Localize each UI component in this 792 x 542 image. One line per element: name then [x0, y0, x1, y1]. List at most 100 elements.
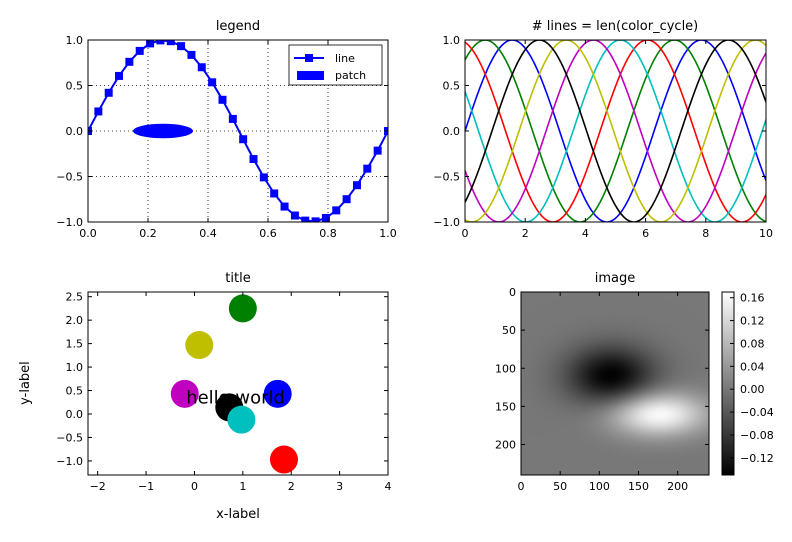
y-tick-label: 1.0 — [66, 361, 84, 374]
x-tick-label: 3 — [336, 480, 343, 493]
subplot-scatter-title: title — [225, 271, 250, 286]
series-marker — [363, 164, 372, 173]
y-tick-label: −1.0 — [56, 455, 83, 468]
series-marker — [197, 63, 206, 72]
y-tick-label: 0.5 — [66, 80, 84, 93]
scatter-point — [185, 331, 214, 360]
subplot-legend-title: legend — [216, 19, 260, 34]
y-tick-label: 200 — [495, 439, 516, 452]
y-tick-label: 0.0 — [66, 125, 84, 138]
x-tick-label: 0.6 — [259, 227, 277, 240]
x-tick-label: 4 — [582, 227, 589, 240]
plot-area — [465, 40, 766, 222]
x-tick-label: 1.0 — [379, 227, 397, 240]
series-marker — [301, 216, 310, 222]
colorbar-tick-label: 0.12 — [740, 315, 765, 328]
axis-ticks: 0 50 100 150 200 0 50 100 150 200 — [495, 286, 709, 493]
axes-frame — [87, 291, 389, 476]
x-tick-label: 0 — [191, 480, 198, 493]
y-tick-label: 100 — [495, 362, 516, 375]
scatter-point — [269, 445, 298, 474]
y-tick-label: −1.0 — [433, 216, 460, 229]
y-tick-label: 0.5 — [443, 80, 461, 93]
series-marker — [321, 213, 330, 222]
y-tick-label: 0.0 — [443, 125, 461, 138]
x-tick-label: 10 — [759, 227, 773, 240]
colorbar-tick-label: −0.08 — [740, 429, 774, 442]
x-tick-label: 2 — [288, 480, 295, 493]
patch-ellipse — [133, 123, 193, 139]
sine-line — [465, 40, 766, 222]
series-marker — [156, 40, 165, 45]
subplot-color-cycle-title: # lines = len(color_cycle) — [532, 19, 699, 34]
x-tick-label: 150 — [628, 480, 649, 493]
x-tick-label: −2 — [90, 480, 106, 493]
x-tick-label: 0.2 — [139, 227, 157, 240]
series-marker — [218, 95, 227, 104]
heatmap-image — [521, 292, 709, 475]
scatter-point — [228, 294, 257, 323]
annotation-text: hello world — [186, 388, 285, 409]
series-marker — [228, 114, 237, 123]
scatter-point — [170, 379, 199, 408]
series-marker — [332, 206, 341, 215]
x-tick-label: 0.0 — [79, 227, 97, 240]
subplot-image-title: image — [595, 271, 636, 286]
axis-ticks: 0.0 0.2 0.4 0.6 0.8 1.0 −1.0 −0.5 0.0 0.5 1.0 — [56, 34, 396, 240]
series-marker — [177, 42, 186, 51]
x-tick-label: 50 — [553, 480, 567, 493]
plot-area — [88, 40, 388, 222]
colorbar-tick-label: 0.16 — [740, 292, 765, 305]
series-marker — [187, 50, 196, 59]
colorbar-tick-label: 0.04 — [740, 360, 765, 373]
series-marker — [125, 57, 134, 66]
legend-entry-line: line — [335, 52, 355, 65]
y-tick-label: 150 — [495, 400, 516, 413]
series-marker — [135, 46, 144, 55]
y-tick-label: 50 — [502, 324, 516, 337]
y-tick-label: 1.0 — [443, 34, 461, 47]
series-marker — [259, 173, 268, 182]
subplot-color-cycle: # lines = len(color_cycle) 0 2 4 6 8 10 −1.0 −0… — [433, 19, 773, 240]
y-tick-label: 2.5 — [66, 291, 84, 304]
x-tick-label: 6 — [642, 227, 649, 240]
series-marker — [104, 88, 113, 97]
y-tick-label: −0.5 — [56, 431, 83, 444]
colorbar-ticks: 0.16 0.12 0.08 0.04 0.00 −0.04 −0.08 −0.12 — [730, 292, 774, 465]
y-tick-label: −0.5 — [56, 171, 83, 184]
y-tick-label: 1.5 — [66, 338, 84, 351]
series-marker — [290, 211, 299, 220]
colorbar-tick-label: −0.04 — [740, 406, 774, 419]
legend-entry-patch: patch — [335, 69, 366, 82]
colorbar-tick-label: 0.00 — [740, 383, 765, 396]
x-tick-label: 0.4 — [199, 227, 217, 240]
series-marker — [146, 40, 155, 48]
series-marker — [94, 107, 103, 116]
y-tick-label: 2.0 — [66, 314, 84, 327]
axis-ticks: 0 2 4 6 8 10 −1.0 −0.5 0.0 0.5 1.0 — [433, 34, 773, 240]
colorbar: 0.16 0.12 0.08 0.04 0.00 −0.04 −0.08 −0.12 — [721, 291, 774, 476]
x-tick-label: −1 — [138, 480, 154, 493]
colorbar-tick-label: −0.12 — [740, 452, 774, 465]
colorbar-gradient — [721, 291, 735, 476]
series-marker — [115, 71, 124, 80]
y-tick-label: −1.0 — [56, 216, 83, 229]
series-marker — [373, 146, 382, 155]
x-tick-label: 0 — [462, 227, 469, 240]
x-tick-label: 2 — [522, 227, 529, 240]
subplot-scatter: title hello world −2 −1 0 1 2 3 4 −1.0 −0.5 0.0 0.… — [18, 271, 392, 522]
y-tick-label: 0.5 — [66, 385, 84, 398]
series-marker — [311, 217, 320, 222]
series-marker — [249, 155, 258, 164]
axes-frame — [520, 291, 710, 476]
y-tick-label: 0 — [509, 286, 516, 299]
y-tick-label: 1.0 — [66, 34, 84, 47]
y-tick-label: −0.5 — [433, 171, 460, 184]
y-tick-label: 0.0 — [66, 408, 84, 421]
series-marker — [270, 189, 279, 198]
x-tick-label: 0 — [518, 480, 525, 493]
legend-line-marker — [305, 54, 313, 62]
series-marker — [208, 78, 217, 87]
